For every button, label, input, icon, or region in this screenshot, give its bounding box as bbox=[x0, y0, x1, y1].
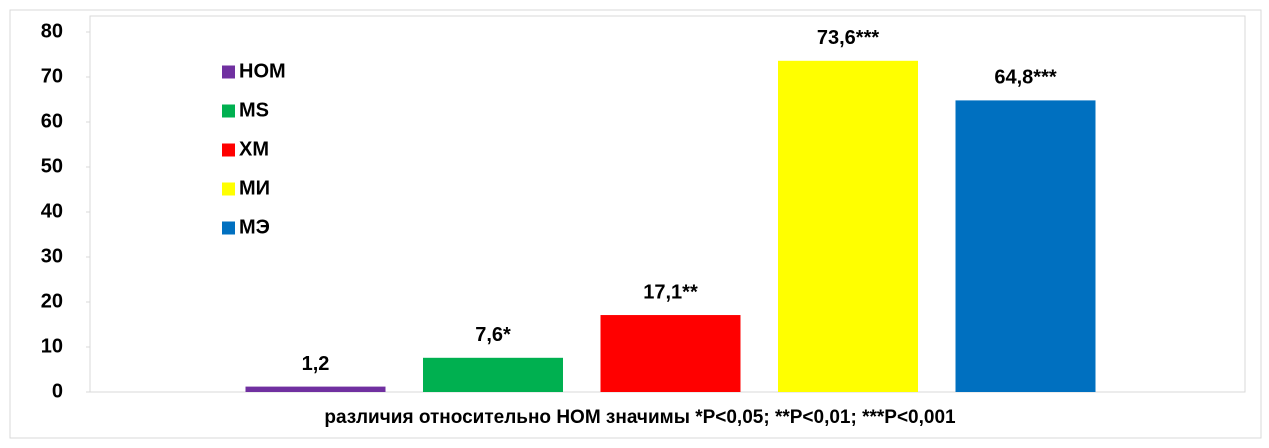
y-tick-label: 10 bbox=[41, 335, 63, 357]
y-tick-label: 60 bbox=[41, 110, 63, 132]
y-tick-label: 30 bbox=[41, 245, 63, 267]
x-axis-label: различия относительно НОМ значимы *P<0,0… bbox=[324, 407, 956, 428]
data-label: 1,2 bbox=[302, 353, 330, 375]
data-label: 17,1** bbox=[643, 281, 698, 303]
bar bbox=[245, 386, 386, 392]
bar bbox=[955, 100, 1096, 393]
bar bbox=[778, 60, 918, 393]
legend-label: МЭ bbox=[239, 216, 270, 238]
legend-label: МИ bbox=[239, 177, 270, 199]
y-tick-label: 40 bbox=[41, 200, 63, 222]
legend-swatch bbox=[222, 182, 235, 196]
legend-swatch bbox=[222, 65, 235, 79]
data-label: 64,8*** bbox=[994, 67, 1056, 89]
legend-label: НОМ bbox=[239, 60, 286, 82]
y-tick-label: 80 bbox=[41, 20, 63, 42]
data-label: 7,6* bbox=[475, 324, 511, 346]
y-tick-label: 0 bbox=[52, 380, 63, 402]
bar bbox=[423, 357, 563, 392]
legend-swatch bbox=[222, 143, 235, 157]
y-tick-label: 70 bbox=[41, 65, 63, 87]
legend-label: ХМ bbox=[239, 138, 269, 160]
legend-swatch bbox=[222, 221, 235, 235]
legend-swatch bbox=[222, 104, 235, 118]
y-tick-label: 20 bbox=[41, 290, 63, 312]
bar bbox=[600, 315, 741, 392]
y-tick-label: 50 bbox=[41, 155, 63, 177]
legend-label: MS bbox=[239, 99, 269, 121]
data-label: 73,6*** bbox=[817, 27, 879, 49]
